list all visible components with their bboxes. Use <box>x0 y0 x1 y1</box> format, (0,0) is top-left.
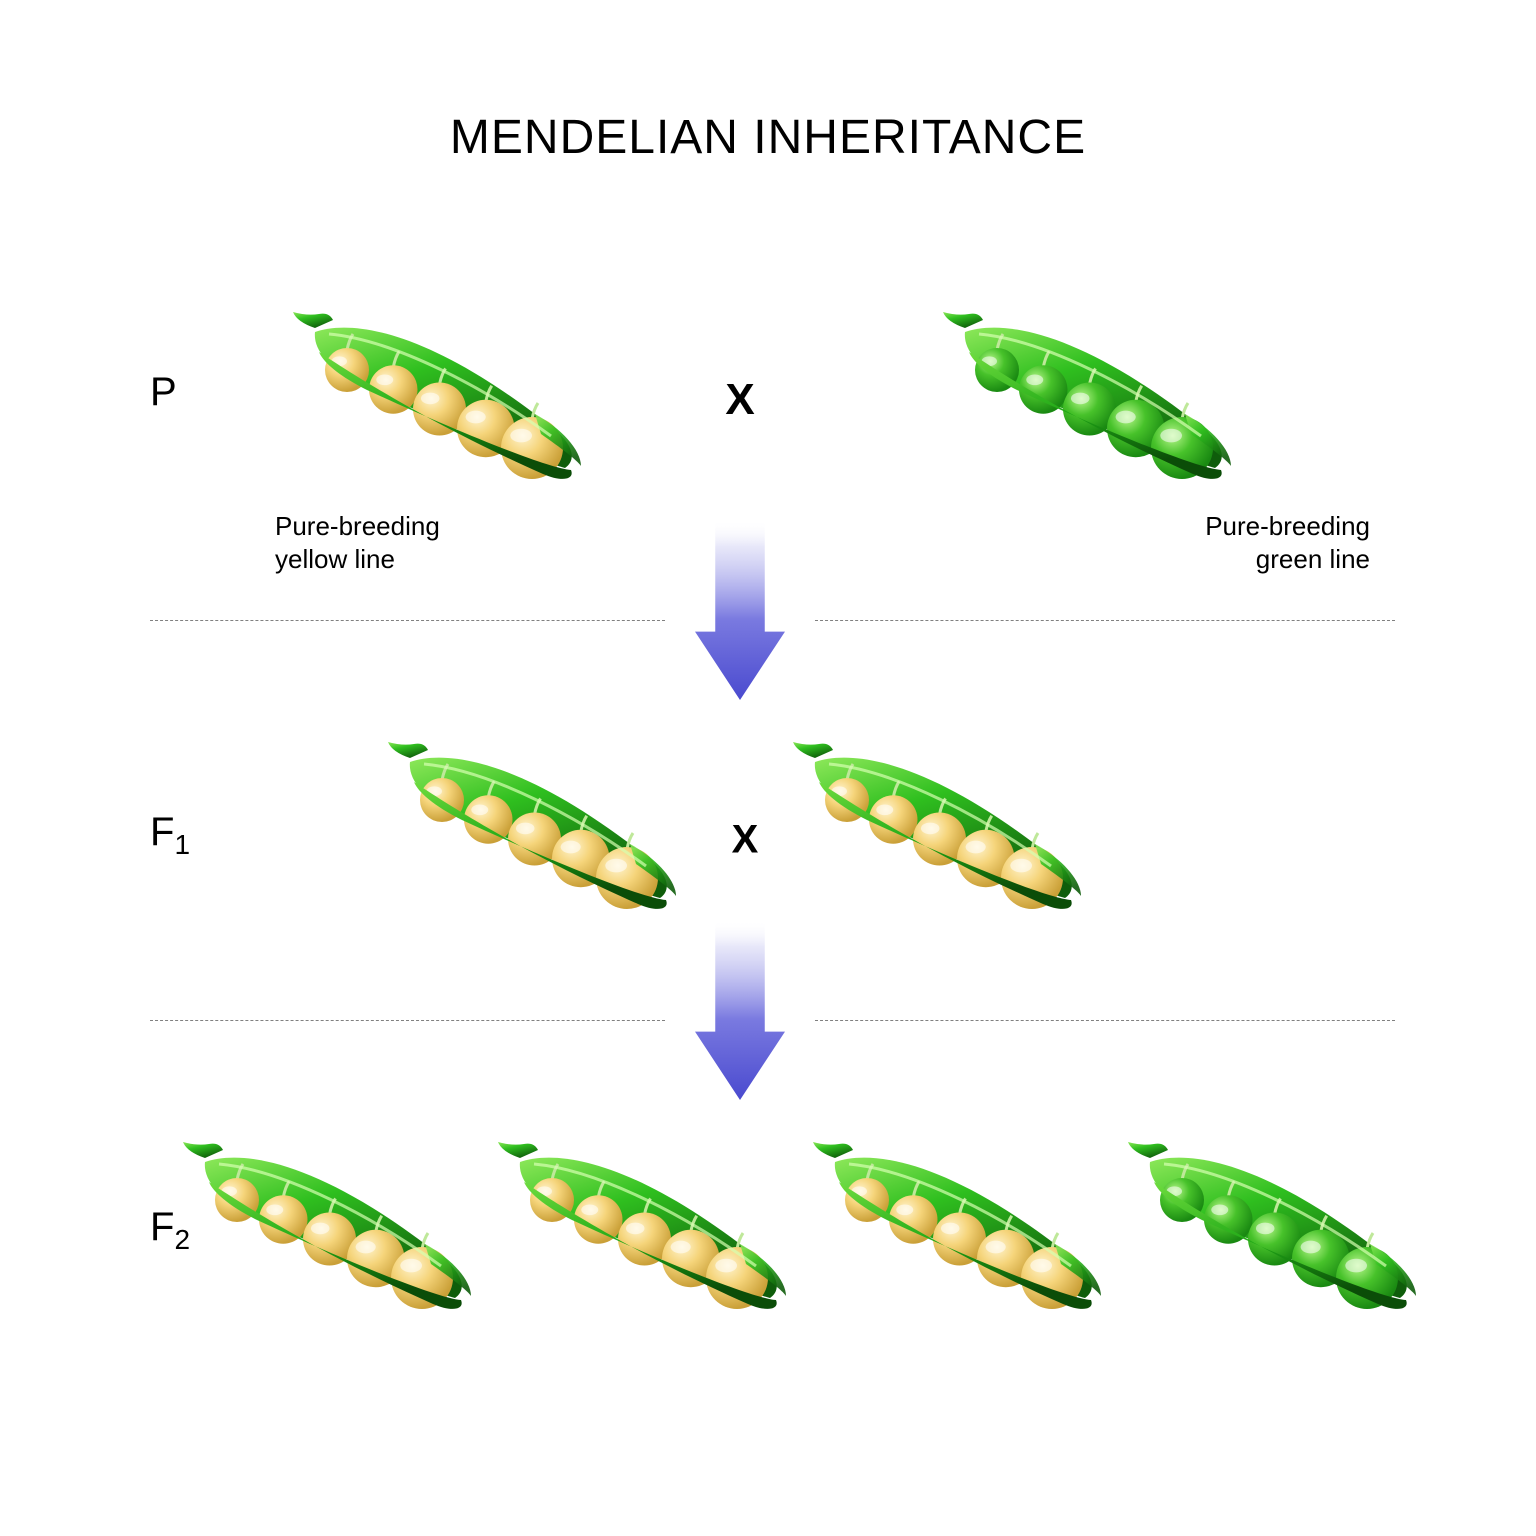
p-caption-yellow: Pure-breedingyellow line <box>275 510 440 575</box>
p-parent-yellow-pod <box>285 310 585 495</box>
diagram-title: MENDELIAN INHERITANCE <box>0 110 1536 165</box>
divider-1-left <box>150 620 665 621</box>
divider-2-right <box>815 1020 1395 1021</box>
generation-f1-label: F1 <box>150 810 190 861</box>
f1-pod-right <box>785 740 1085 925</box>
divider-2-left <box>150 1020 665 1021</box>
f2-pod-4 <box>1120 1140 1420 1325</box>
arrow-p-to-f1 <box>695 520 785 705</box>
generation-p-label: P <box>150 370 177 415</box>
f1-cross-symbol: X <box>732 818 759 863</box>
f2-pod-1 <box>175 1140 475 1325</box>
arrow-f1-to-f2 <box>695 920 785 1105</box>
f2-pod-2 <box>490 1140 790 1325</box>
p-cross-symbol: X <box>725 375 754 425</box>
p-caption-green: Pure-breedinggreen line <box>1205 510 1370 575</box>
divider-1-right <box>815 620 1395 621</box>
f1-pod-left <box>380 740 680 925</box>
p-parent-green-pod <box>935 310 1235 495</box>
f2-pod-3 <box>805 1140 1105 1325</box>
title-text: MENDELIAN INHERITANCE <box>450 111 1086 164</box>
